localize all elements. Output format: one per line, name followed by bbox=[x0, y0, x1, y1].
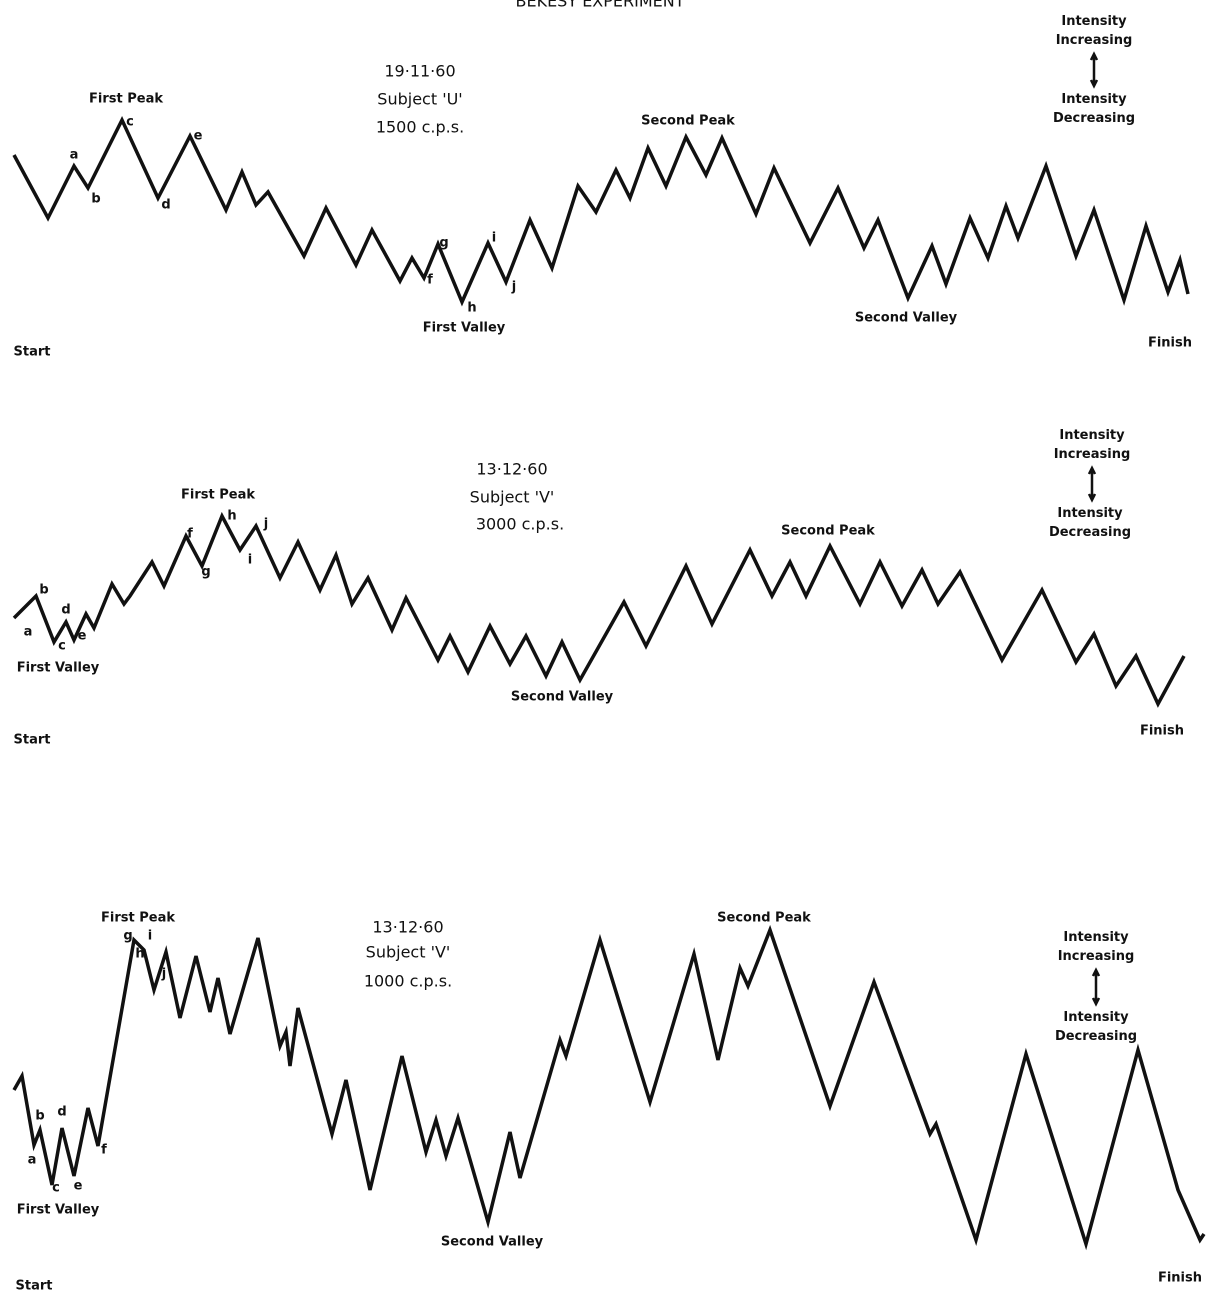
intensity-up-label: Intensity Increasing bbox=[1057, 930, 1135, 964]
start-label: Start bbox=[14, 733, 51, 748]
annotation: i bbox=[492, 231, 496, 246]
annotation: d bbox=[61, 603, 70, 618]
annotation: i bbox=[248, 553, 252, 568]
annotation: e bbox=[78, 629, 87, 644]
intensity-up-label: Intensity Increasing bbox=[1055, 14, 1133, 48]
finish-label: Finish bbox=[1148, 336, 1192, 351]
annotation: d bbox=[161, 198, 170, 213]
annotation: d bbox=[57, 1105, 66, 1120]
annotation: First Peak bbox=[181, 488, 255, 503]
annotation: First Valley bbox=[17, 1203, 100, 1218]
panel-frequency: 3000 c.p.s. bbox=[476, 515, 564, 534]
panel-subject: Subject 'V' bbox=[366, 943, 451, 962]
intensity-arrow bbox=[1089, 51, 1099, 89]
annotation: b bbox=[91, 192, 100, 207]
annotation: c bbox=[126, 115, 134, 130]
annotation: c bbox=[58, 639, 66, 654]
annotation: i bbox=[148, 929, 152, 944]
panel-subject: Subject 'V' bbox=[470, 488, 555, 507]
annotation: h bbox=[467, 301, 476, 316]
annotation: g bbox=[439, 236, 448, 251]
annotation: g bbox=[123, 929, 132, 944]
annotation: j bbox=[511, 280, 516, 295]
annotation: g bbox=[201, 565, 210, 580]
annotation: j bbox=[263, 517, 268, 532]
panel-date: 13·12·60 bbox=[372, 918, 443, 937]
intensity-down-label: Intensity Decreasing bbox=[1052, 92, 1136, 126]
annotation: a bbox=[24, 625, 33, 640]
annotation: Second Peak bbox=[781, 524, 875, 539]
finish-label: Finish bbox=[1158, 1271, 1202, 1286]
annotation: First Peak bbox=[101, 911, 175, 926]
annotation: c bbox=[52, 1181, 60, 1196]
annotation: a bbox=[28, 1153, 37, 1168]
annotation: a bbox=[70, 148, 79, 163]
annotation: f bbox=[187, 527, 193, 542]
annotation: j bbox=[161, 967, 166, 982]
intensity-down-label: Intensity Decreasing bbox=[1048, 506, 1132, 540]
trace bbox=[12, 511, 1186, 708]
annotation: b bbox=[35, 1109, 44, 1124]
annotation: h bbox=[227, 509, 236, 524]
start-label: Start bbox=[16, 1279, 53, 1294]
annotation: First Valley bbox=[423, 321, 506, 336]
annotation: First Valley bbox=[17, 661, 100, 676]
start-label: Start bbox=[14, 345, 51, 360]
annotation: e bbox=[194, 129, 203, 144]
intensity-arrow bbox=[1091, 967, 1101, 1007]
trace bbox=[12, 115, 1190, 307]
annotation: f bbox=[101, 1143, 107, 1158]
intensity-up-label: Intensity Increasing bbox=[1053, 428, 1131, 462]
panel-frequency: 1500 c.p.s. bbox=[376, 118, 464, 137]
intensity-arrow bbox=[1087, 465, 1097, 503]
annotation: h bbox=[135, 947, 144, 962]
annotation: Second Peak bbox=[641, 114, 735, 129]
panel-frequency: 1000 c.p.s. bbox=[364, 972, 452, 991]
annotation: Second Peak bbox=[717, 911, 811, 926]
annotation: First Peak bbox=[89, 92, 163, 107]
annotation: Second Valley bbox=[855, 311, 958, 326]
figure-title: BEKESY EXPERIMENT bbox=[515, 0, 684, 11]
panel-subject: Subject 'U' bbox=[377, 90, 462, 109]
annotation: Second Valley bbox=[441, 1235, 544, 1250]
panel-date: 13·12·60 bbox=[476, 460, 547, 479]
annotation: b bbox=[39, 583, 48, 598]
panel-date: 19·11·60 bbox=[384, 62, 455, 81]
trace bbox=[12, 924, 1206, 1251]
intensity-down-label: Intensity Decreasing bbox=[1054, 1010, 1138, 1044]
finish-label: Finish bbox=[1140, 724, 1184, 739]
annotation: f bbox=[427, 273, 433, 288]
annotation: Second Valley bbox=[511, 690, 614, 705]
annotation: e bbox=[74, 1179, 83, 1194]
